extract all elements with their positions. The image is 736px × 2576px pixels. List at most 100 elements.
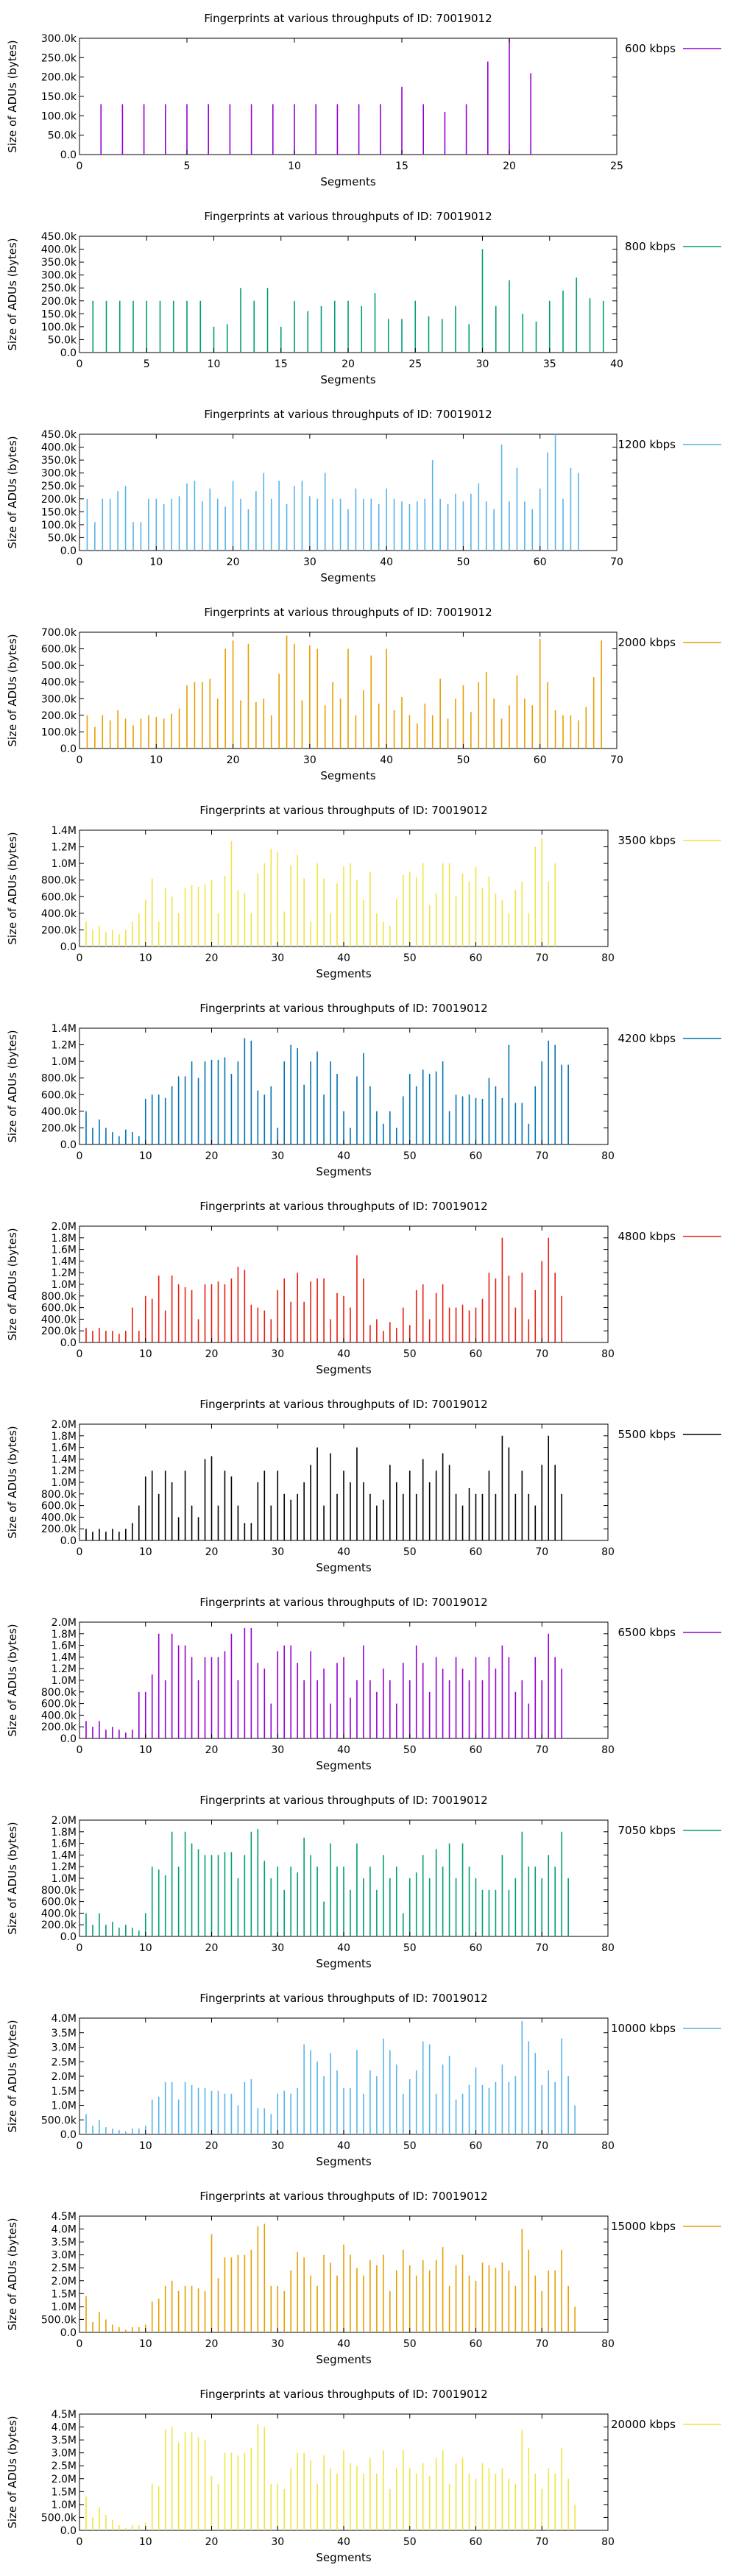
legend-label: 4200 kbps [618,1032,676,1045]
chart-panel: Fingerprints at various throughputs of I… [6,2388,721,2564]
x-tick-label: 30 [271,2140,284,2152]
y-tick-label: 200.0k [41,72,77,84]
y-tick-label: 2.0M [52,2071,77,2083]
y-tick-label: 800.0k [41,1885,77,1897]
x-axis-label: Segments [320,175,376,188]
legend-label: 3500 kbps [618,834,676,847]
y-tick-label: 2.0M [52,2276,77,2287]
y-tick-label: 400.0k [41,1106,77,1118]
y-tick-label: 450.0k [41,231,77,243]
y-tick-label: 2.0M [52,1815,77,1827]
y-tick-label: 2.0M [52,1617,77,1629]
y-tick-label: 50.0k [48,130,77,142]
x-tick-label: 70 [535,1744,548,1756]
y-tick-label: 1.0M [52,2499,77,2511]
y-tick-label: 4.0M [52,2422,77,2434]
y-tick-label: 1.8M [52,1233,77,1245]
x-tick-label: 10 [139,2536,152,2548]
y-tick-label: 0.0 [60,1535,77,1547]
y-tick-label: 200.0k [41,296,77,308]
x-tick-label: 20 [205,1744,219,1756]
y-axis-label: Size of ADUs (bytes) [6,1822,19,1934]
y-tick-label: 400.0k [41,1314,77,1326]
y-tick-label: 250.0k [41,481,77,492]
x-tick-label: 70 [535,1546,548,1558]
x-tick-label: 60 [470,2536,483,2548]
y-tick-label: 100.0k [41,520,77,531]
x-tick-label: 80 [601,1942,615,1954]
x-axis-label: Segments [316,1165,372,1178]
y-tick-label: 3.0M [52,2250,77,2262]
x-tick-label: 25 [408,358,422,370]
x-tick-label: 70 [535,2338,548,2350]
y-axis-label: Size of ADUs (bytes) [6,634,19,746]
x-tick-label: 20 [227,754,240,766]
chart-panel: Fingerprints at various throughputs of I… [6,408,721,584]
y-tick-label: 800.0k [41,1291,77,1303]
y-axis-label: Size of ADUs (bytes) [6,2218,19,2330]
y-tick-label: 1.2M [52,1465,77,1477]
legend-label: 1200 kbps [618,438,676,451]
x-tick-label: 15 [395,160,408,172]
legend-label: 7050 kbps [618,1824,676,1837]
x-tick-label: 30 [271,1744,284,1756]
chart-title: Fingerprints at various throughputs of I… [199,2190,487,2203]
y-tick-label: 1.2M [52,842,77,854]
y-tick-label: 1.0M [52,1873,77,1885]
y-tick-label: 1.6M [52,1443,77,1454]
x-tick-label: 20 [205,952,219,964]
x-tick-label: 0 [77,1546,83,1558]
chart-panel: Fingerprints at various throughputs of I… [6,1200,721,1376]
y-tick-label: 800.0k [41,875,77,887]
x-tick-label: 80 [601,1150,615,1162]
x-tick-label: 60 [534,556,547,568]
x-tick-label: 10 [208,358,221,370]
y-tick-label: 0.0 [60,149,77,161]
x-tick-label: 60 [470,1546,483,1558]
x-tick-label: 0 [77,2140,83,2152]
y-tick-label: 4.5M [52,2409,77,2421]
x-tick-label: 50 [403,1744,417,1756]
x-tick-label: 20 [503,160,516,172]
x-tick-label: 10 [139,1348,152,1360]
x-tick-label: 40 [337,2536,350,2548]
y-axis-label: Size of ADUs (bytes) [6,1426,19,1538]
x-tick-label: 0 [77,952,83,964]
x-tick-label: 20 [205,2536,219,2548]
x-tick-label: 20 [205,1150,219,1162]
y-tick-label: 1.0M [52,1279,77,1291]
y-tick-label: 600.0k [41,1089,77,1101]
y-tick-label: 200.0k [41,1722,77,1733]
y-tick-label: 300.0k [41,693,77,705]
chart-panel: Fingerprints at various throughputs of I… [6,606,721,782]
x-axis-label: Segments [320,769,376,782]
x-axis-label: Segments [316,1561,372,1574]
x-tick-label: 20 [205,1348,219,1360]
y-tick-label: 1.8M [52,1629,77,1641]
y-tick-label: 1.2M [52,1861,77,1873]
x-tick-label: 80 [601,1546,615,1558]
y-tick-label: 0.0 [60,2327,77,2339]
x-tick-label: 40 [337,1348,350,1360]
y-tick-label: 350.0k [41,257,77,269]
x-tick-label: 10 [139,1744,152,1756]
x-tick-label: 30 [271,1546,284,1558]
y-tick-label: 2.5M [52,2262,77,2274]
y-tick-label: 0.0 [60,2525,77,2537]
y-tick-label: 1.4M [52,825,77,837]
y-tick-label: 1.6M [52,1839,77,1850]
chart-panel: Fingerprints at various throughputs of I… [6,1794,721,1970]
y-tick-label: 3.5M [52,2237,77,2248]
y-tick-label: 0.0 [60,1931,77,1943]
y-tick-label: 200.0k [41,924,77,936]
y-tick-label: 600.0k [41,891,77,903]
x-tick-label: 0 [77,556,83,568]
x-tick-label: 30 [271,2536,284,2548]
chart-title: Fingerprints at various throughputs of I… [199,1596,487,1609]
y-tick-label: 4.0M [52,2013,77,2025]
x-tick-label: 10 [139,1942,152,1954]
y-tick-label: 0.0 [60,2129,77,2141]
x-tick-label: 50 [403,1546,417,1558]
x-tick-label: 15 [275,358,288,370]
y-tick-label: 3.5M [52,2028,77,2039]
